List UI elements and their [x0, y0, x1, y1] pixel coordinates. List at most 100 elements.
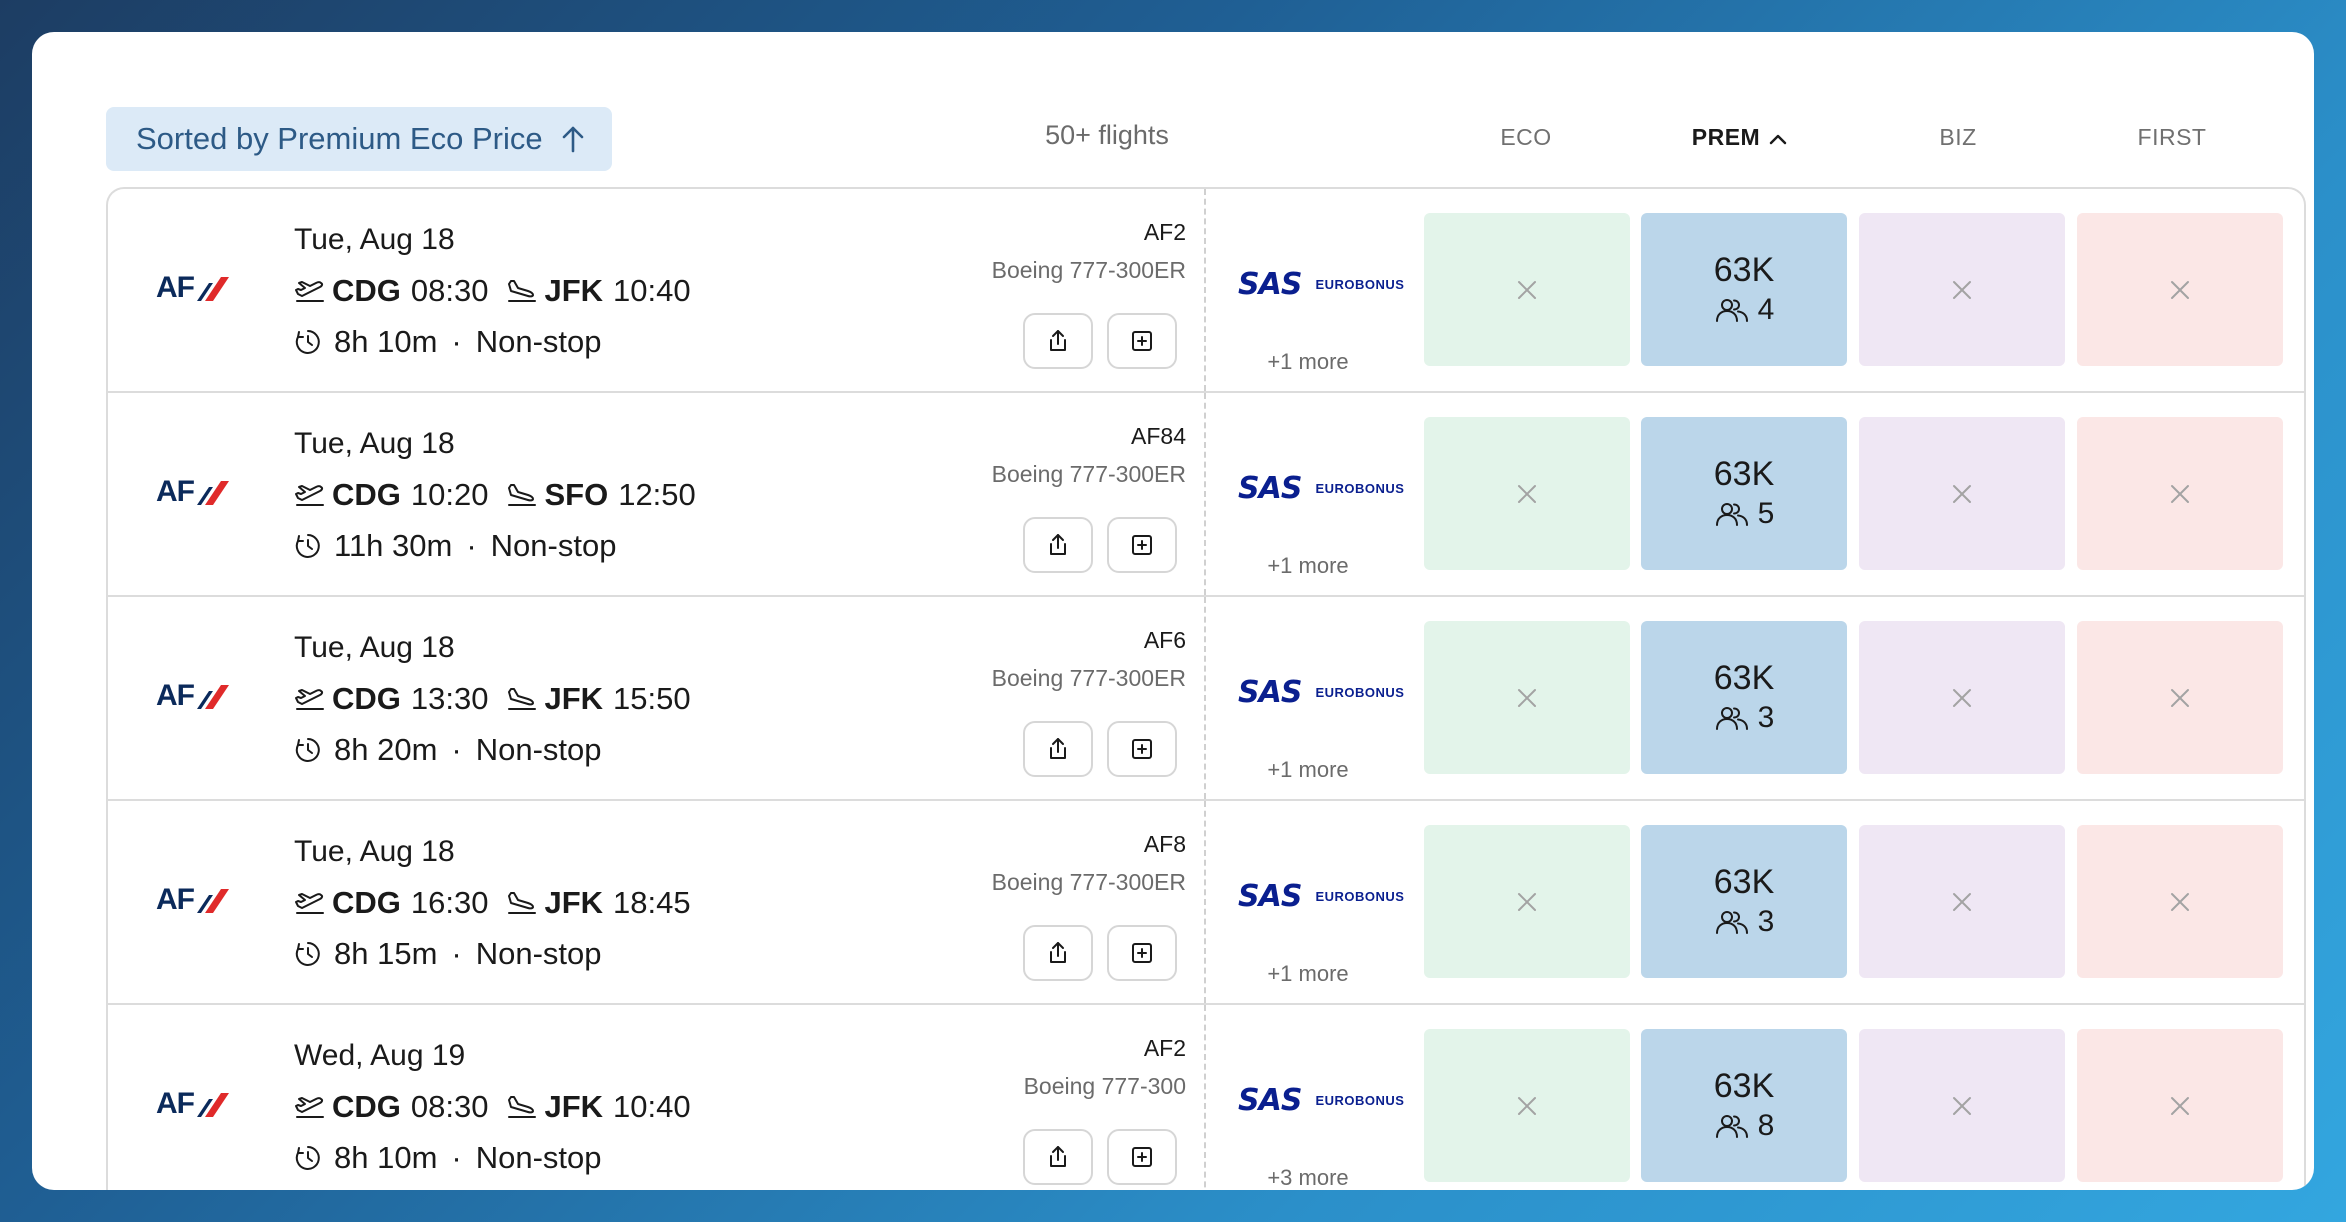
fare-cell-first[interactable] — [2077, 417, 2283, 570]
share-icon — [1046, 940, 1070, 966]
x-icon — [1515, 890, 1539, 914]
flight-row[interactable]: AF Tue, Aug 18 CDG 16:30 JFK 18:45 — [108, 801, 2304, 1005]
flight-row[interactable]: AF Tue, Aug 18 CDG 13:30 JFK 15:50 — [108, 597, 2304, 801]
users-icon — [1714, 909, 1750, 935]
sas-eurobonus-logo: SAS EUROBONUS — [1238, 1083, 1405, 1118]
column-header-first[interactable]: FIRST — [2137, 124, 2207, 150]
fare-cell-eco[interactable] — [1424, 213, 1630, 366]
flight-table: AF Tue, Aug 18 CDG 08:30 JFK 10:40 — [106, 187, 2306, 1190]
share-button[interactable] — [1023, 925, 1093, 981]
column-header-prem[interactable]: PREM — [1638, 124, 1842, 152]
x-icon — [2168, 890, 2192, 914]
fare-cell-eco[interactable] — [1424, 825, 1630, 978]
fare-cell-first[interactable] — [2077, 1029, 2283, 1182]
fare-cell-eco[interactable] — [1424, 417, 1630, 570]
fare-cell-prem[interactable]: 63K 3 — [1641, 621, 1847, 774]
fare-cell-first[interactable] — [2077, 825, 2283, 978]
flight-route: CDG 16:30 JFK 18:45 — [294, 885, 691, 921]
arrive-time: 15:50 — [613, 681, 691, 716]
share-button[interactable] — [1023, 517, 1093, 573]
sort-button[interactable]: Sorted by Premium Eco Price — [106, 107, 612, 171]
x-icon — [1515, 278, 1539, 302]
add-button[interactable] — [1107, 313, 1177, 369]
column-header-eco[interactable]: ECO — [1500, 124, 1552, 150]
flight-row[interactable]: AF Wed, Aug 19 CDG 08:30 JFK 10:40 — [108, 1005, 2304, 1190]
destination-code: SFO — [544, 477, 609, 512]
depart-time: 08:30 — [410, 273, 489, 308]
flight-route: CDG 10:20 SFO 12:50 — [294, 477, 696, 513]
fare-cell-prem[interactable]: 63K 8 — [1641, 1029, 1847, 1182]
sort-label: Sorted by Premium Eco Price — [136, 121, 543, 156]
origin-code: CDG — [332, 477, 401, 512]
sas-eurobonus-logo: SAS EUROBONUS — [1238, 879, 1405, 914]
fare-cell-biz[interactable] — [1859, 213, 2065, 366]
more-programs-link[interactable]: +1 more — [1267, 349, 1349, 374]
plane-takeoff-icon — [294, 890, 326, 916]
fare-cell-eco[interactable] — [1424, 1029, 1630, 1182]
prem-price: 63K — [1713, 250, 1775, 289]
more-programs-link[interactable]: +3 more — [1267, 1165, 1349, 1190]
row-divider — [1204, 801, 1206, 1003]
fare-cell-prem[interactable]: 63K 5 — [1641, 417, 1847, 570]
flight-duration: 8h 20m · Non-stop — [294, 732, 602, 768]
flight-row[interactable]: AF Tue, Aug 18 CDG 08:30 JFK 10:40 — [108, 189, 2304, 393]
fare-cell-prem[interactable]: 63K 3 — [1641, 825, 1847, 978]
share-button[interactable] — [1023, 1129, 1093, 1185]
fare-cell-biz[interactable] — [1859, 1029, 2065, 1182]
duration-text: 8h 20m — [334, 732, 438, 767]
depart-time: 16:30 — [410, 885, 489, 920]
fare-cell-first[interactable] — [2077, 621, 2283, 774]
add-button[interactable] — [1107, 721, 1177, 777]
flight-number: AF8 — [1143, 831, 1186, 857]
x-icon — [2168, 482, 2192, 506]
row-divider — [1204, 189, 1206, 391]
more-programs-link[interactable]: +1 more — [1267, 553, 1349, 578]
flight-duration: 11h 30m · Non-stop — [294, 528, 616, 564]
column-header-biz[interactable]: BIZ — [1939, 124, 1977, 150]
share-button[interactable] — [1023, 313, 1093, 369]
flight-number: AF84 — [1131, 423, 1186, 449]
more-programs-link[interactable]: +1 more — [1267, 961, 1349, 986]
stops-text: Non-stop — [475, 1140, 602, 1175]
fare-cell-first[interactable] — [2077, 213, 2283, 366]
fare-cell-eco[interactable] — [1424, 621, 1630, 774]
add-button[interactable] — [1107, 1129, 1177, 1185]
fare-cell-prem[interactable]: 63K 4 — [1641, 213, 1847, 366]
fare-cell-biz[interactable] — [1859, 621, 2065, 774]
sas-eurobonus-logo: SAS EUROBONUS — [1238, 675, 1405, 710]
share-button[interactable] — [1023, 721, 1093, 777]
depart-time: 08:30 — [410, 1089, 489, 1124]
add-button[interactable] — [1107, 925, 1177, 981]
duration-text: 8h 10m — [334, 1140, 438, 1175]
x-icon — [1950, 482, 1974, 506]
airline-logo: AF — [156, 885, 229, 915]
airline-logo: AF — [156, 1089, 229, 1119]
fare-cell-biz[interactable] — [1859, 417, 2065, 570]
clock-icon — [294, 532, 322, 560]
x-icon — [1515, 686, 1539, 710]
fare-cell-biz[interactable] — [1859, 825, 2065, 978]
destination-code: JFK — [544, 885, 604, 920]
aircraft-type: Boeing 777-300ER — [991, 257, 1186, 283]
destination-code: JFK — [544, 273, 604, 308]
stops-text: Non-stop — [490, 528, 617, 563]
plus-square-icon — [1130, 1145, 1154, 1169]
chevron-up-icon — [1768, 125, 1788, 152]
flight-date: Wed, Aug 19 — [294, 1039, 466, 1072]
share-icon — [1046, 328, 1070, 354]
users-icon — [1714, 501, 1750, 527]
duration-text: 8h 10m — [334, 324, 438, 359]
prem-price: 63K — [1713, 1066, 1775, 1105]
flight-row[interactable]: AF Tue, Aug 18 CDG 10:20 SFO 12:50 — [108, 393, 2304, 597]
seats-available: 3 — [1714, 701, 1774, 735]
sas-eurobonus-logo: SAS EUROBONUS — [1238, 471, 1405, 506]
more-programs-link[interactable]: +1 more — [1267, 757, 1349, 782]
plane-landing-icon — [506, 686, 538, 712]
add-button[interactable] — [1107, 517, 1177, 573]
arrive-time: 12:50 — [618, 477, 696, 512]
plane-landing-icon — [506, 1094, 538, 1120]
destination-code: JFK — [544, 681, 604, 716]
aircraft-type: Boeing 777-300ER — [991, 665, 1186, 691]
plus-square-icon — [1130, 941, 1154, 965]
row-divider — [1204, 393, 1206, 595]
